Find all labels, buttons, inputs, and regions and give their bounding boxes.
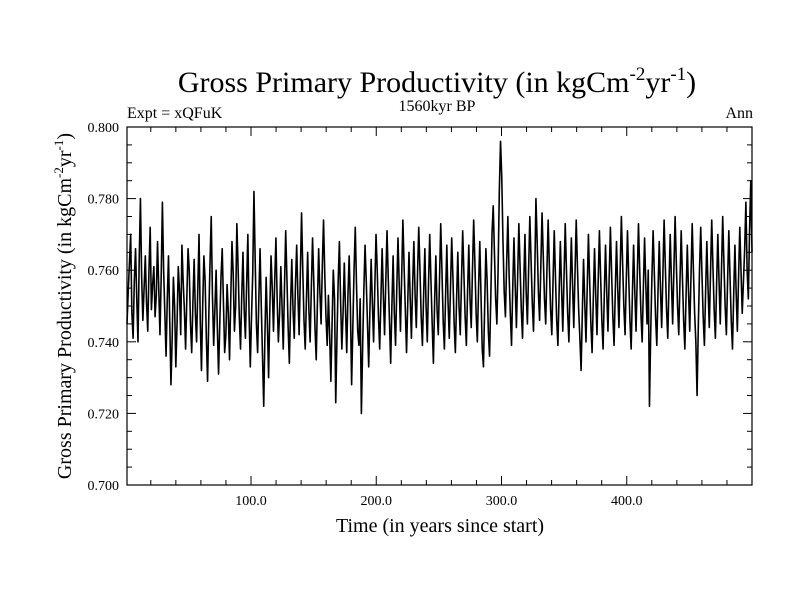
x-tick-label: 100.0 (235, 494, 267, 509)
y-tick-label: 0.720 (88, 407, 120, 422)
y-tick-label: 0.780 (88, 193, 120, 208)
y-axis: 0.700 0.720 0.740 0.760 0.780 0.800 (88, 121, 752, 494)
x-axis: 100.0 200.0 300.0 400.0 (150, 127, 728, 509)
x-tick-label: 200.0 (360, 494, 392, 509)
season-label: Ann (725, 105, 753, 122)
y-tick-label: 0.760 (88, 264, 120, 279)
y-tick-label: 0.700 (88, 479, 120, 494)
x-axis-title: Time (in years since start) (336, 515, 544, 537)
experiment-label: Expt = xQFuK (127, 105, 223, 122)
x-tick-label: 300.0 (486, 494, 518, 509)
y-tick-label: 0.800 (88, 121, 120, 136)
y-axis-title: Gross Primary Productivity (in kgCm-2yr-… (51, 133, 76, 479)
chart-title: Gross Primary Productivity (in kgCm-2yr-… (178, 64, 696, 99)
x-tick-label: 400.0 (611, 494, 643, 509)
gpp-series-line (126, 140, 753, 415)
series-layer (126, 140, 753, 415)
y-tick-label: 0.740 (88, 336, 120, 351)
period-label: 1560kyr BP (399, 98, 476, 115)
